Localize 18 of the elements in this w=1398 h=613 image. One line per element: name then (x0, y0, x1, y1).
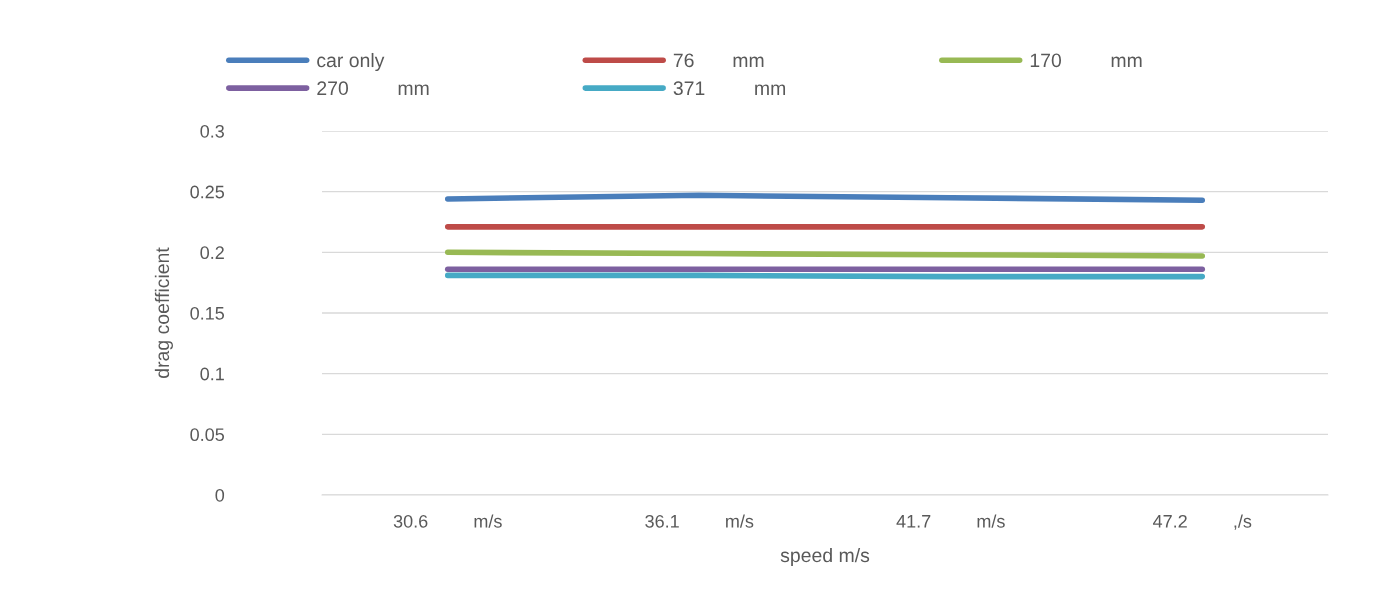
y-tick-label: 0.05 (190, 428, 225, 442)
y-tick-label: 0.1 (200, 367, 224, 381)
y-axis-title: drag coefficient (154, 247, 173, 378)
y-tick-label: 0.15 (190, 306, 225, 320)
x-axis-title: speed m/s (780, 547, 870, 567)
legend-label: 270 mm (317, 81, 429, 96)
legend-label: 76 mm (673, 53, 764, 68)
legend-label: car only (317, 52, 385, 72)
legend-label: 170 mm (1030, 53, 1142, 68)
x-tick-label: 47.2 ,/s (1152, 514, 1252, 530)
y-tick-label: 0.2 (200, 246, 224, 260)
legend-label: 371 mm (673, 81, 786, 96)
x-tick-label: 41.7 m/s (896, 514, 1005, 528)
x-tick-label: 36.1 m/s (645, 514, 754, 528)
y-tick-label: 0.3 (200, 124, 224, 138)
x-tick-label: 30.6 m/s (393, 514, 502, 528)
y-tick-label: 0.25 (190, 185, 225, 199)
y-tick-label: 0 (215, 488, 225, 502)
